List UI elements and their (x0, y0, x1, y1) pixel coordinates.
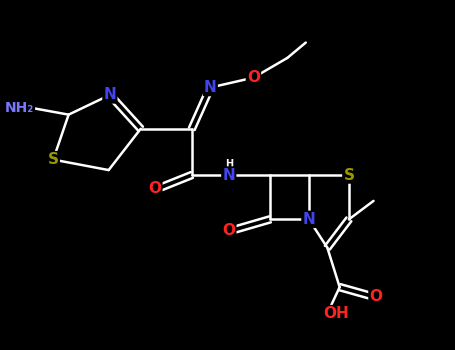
Text: O: O (222, 223, 235, 238)
Text: S: S (344, 168, 354, 182)
Text: S: S (48, 152, 59, 167)
Text: OH: OH (324, 306, 349, 321)
Text: O: O (247, 70, 260, 85)
Text: NH₂: NH₂ (5, 102, 34, 116)
Text: N: N (204, 80, 217, 95)
Text: H: H (225, 159, 233, 169)
Text: N: N (303, 212, 315, 227)
Text: O: O (369, 289, 383, 304)
Text: O: O (148, 181, 162, 196)
Text: N: N (222, 168, 235, 182)
Text: N: N (104, 88, 116, 103)
